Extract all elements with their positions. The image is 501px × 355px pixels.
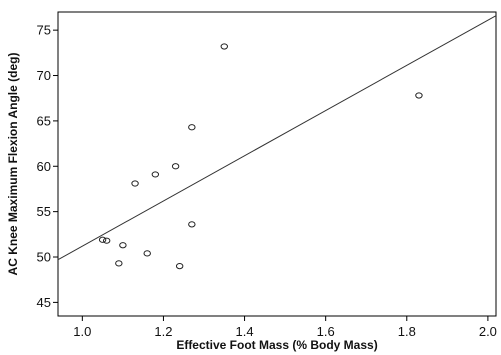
x-tick-label: 1.6: [317, 324, 335, 339]
x-tick-label: 2.0: [479, 324, 497, 339]
data-point: [171, 163, 180, 170]
data-point: [175, 262, 184, 270]
y-axis-ticks: 45 50 55 60 65 70 75: [37, 23, 58, 310]
data-point: [102, 237, 111, 244]
x-tick-label: 1.2: [154, 324, 172, 339]
plot-frame: [57, 11, 497, 317]
y-tick-label: 70: [37, 68, 51, 83]
data-point: [188, 221, 196, 228]
x-axis-title: Effective Foot Mass (% Body Mass): [176, 338, 377, 352]
y-tick-label: 45: [37, 295, 51, 310]
data-point: [151, 171, 160, 178]
x-tick-label: 1.0: [73, 324, 91, 339]
y-tick-label: 55: [37, 204, 51, 219]
y-tick-label: 50: [37, 250, 51, 265]
data-point: [115, 260, 123, 267]
plot-border: [57, 11, 497, 317]
x-tick-label: 1.8: [398, 324, 416, 339]
data-point: [188, 124, 196, 131]
fit-line: [57, 15, 497, 261]
data-point: [143, 250, 151, 257]
data-points: [98, 43, 423, 270]
fit-line-layer: [57, 15, 497, 261]
data-point: [98, 236, 107, 243]
y-tick-label: 75: [37, 23, 51, 38]
x-tick-label: 1.4: [236, 324, 254, 339]
y-tick-label: 65: [37, 113, 51, 128]
data-point: [131, 180, 139, 187]
y-axis-title: AC Knee Maximum Flexion Angle (deg): [6, 53, 20, 276]
data-point: [220, 43, 228, 50]
data-point: [415, 92, 423, 99]
y-tick-label: 60: [37, 159, 51, 174]
data-point: [119, 242, 127, 249]
x-axis-ticks: 1.0 1.2 1.4 1.6 1.8 2.0: [73, 316, 497, 339]
